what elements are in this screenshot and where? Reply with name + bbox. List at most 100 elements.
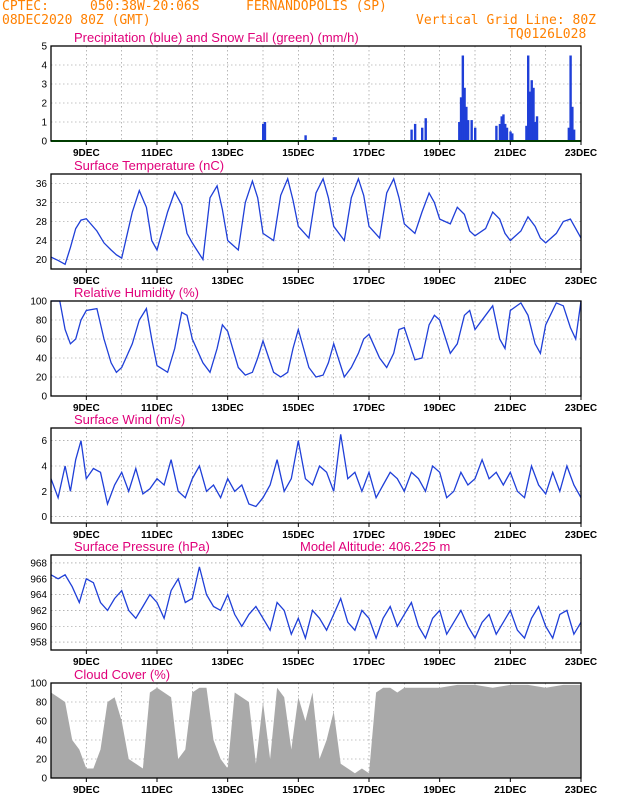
x-tick-label: 9DEC	[73, 276, 100, 287]
precip-bar	[528, 91, 532, 141]
y-tick-label: 962	[30, 606, 47, 617]
x-tick-label: 15DEC	[282, 148, 314, 159]
panel-frame	[50, 173, 582, 270]
precip-bar	[502, 114, 505, 141]
y-tick-label: 100	[30, 297, 47, 308]
y-tick-label: 60	[36, 717, 48, 728]
precip-bar	[530, 80, 533, 141]
precip-bar	[334, 137, 337, 141]
x-tick-label: 23DEC	[565, 657, 597, 668]
precip-bar	[461, 55, 465, 141]
panel-6: Cloud Cover (%) 0 20 40 60 80 100 9DEC 11DEC 13DE…	[30, 667, 597, 796]
precip-bar	[527, 55, 530, 141]
panel-frame	[50, 300, 582, 397]
x-tick-label: 17DEC	[353, 657, 385, 668]
panel-frame	[50, 45, 582, 142]
y-tick-label: 100	[30, 679, 47, 690]
header-source: CPTEC:	[2, 0, 49, 14]
y-tick-label: 20	[36, 255, 48, 266]
x-tick-label: 13DEC	[212, 276, 244, 287]
x-tick-label: 11DEC	[141, 403, 173, 414]
precip-bar	[534, 122, 537, 141]
x-tick-label: 9DEC	[73, 403, 100, 414]
precip-bar	[504, 123, 507, 141]
y-tick-label: 40	[36, 354, 48, 365]
y-tick-label: 966	[30, 574, 47, 585]
y-tick-label: 968	[30, 558, 47, 569]
precip-bar	[466, 120, 470, 141]
precip-bar	[532, 87, 535, 141]
y-tick-label: 1	[41, 118, 47, 129]
series-line	[50, 566, 582, 641]
x-tick-label: 21DEC	[494, 276, 526, 287]
precip-bar	[465, 106, 468, 141]
panel-title: Relative Humidity (%)	[74, 285, 199, 300]
x-tick-label: 19DEC	[424, 148, 456, 159]
x-tick-label: 9DEC	[73, 148, 100, 159]
x-tick-label: 21DEC	[494, 530, 526, 541]
y-tick-label: 24	[36, 236, 48, 247]
y-tick-label: 40	[36, 736, 48, 747]
x-tick-label: 9DEC	[73, 785, 100, 796]
header-location: FERNANDOPOLIS (SP)	[246, 0, 387, 14]
x-tick-label: 11DEC	[141, 276, 173, 287]
precip-bar	[304, 135, 307, 141]
x-tick-label: 13DEC	[212, 403, 244, 414]
x-tick-label: 21DEC	[494, 785, 526, 796]
x-tick-label: 23DEC	[565, 276, 597, 287]
model-altitude: Model Altitude: 406.225 m	[300, 539, 450, 554]
y-tick-label: 80	[36, 698, 48, 709]
series-line	[51, 300, 582, 379]
x-tick-label: 21DEC	[494, 403, 526, 414]
precip-bar	[463, 87, 466, 141]
series-line	[50, 434, 582, 508]
x-tick-label: 17DEC	[353, 785, 385, 796]
panel-3: Relative Humidity (%) 0 20 40 60 80 100 9DEC 11D…	[30, 285, 597, 414]
x-tick-label: 21DEC	[494, 657, 526, 668]
x-tick-label: 13DEC	[212, 148, 244, 159]
x-tick-label: 17DEC	[353, 403, 385, 414]
series-line	[50, 176, 582, 266]
panel-5: Surface Pressure (hPa) Model Altitude: 40…	[30, 539, 597, 668]
precip-bar	[535, 116, 539, 141]
x-tick-label: 19DEC	[424, 276, 456, 287]
precip-bar	[500, 116, 503, 141]
x-tick-label: 23DEC	[565, 785, 597, 796]
precip-bar	[458, 122, 461, 141]
precip-bar	[413, 123, 417, 141]
y-tick-label: 5	[41, 42, 47, 53]
y-tick-label: 964	[30, 590, 47, 601]
y-tick-label: 2	[41, 99, 47, 110]
header-model: TQ0126L028	[508, 27, 587, 42]
precip-bar	[511, 133, 514, 141]
x-tick-label: 11DEC	[141, 657, 173, 668]
precip-bar	[474, 127, 477, 141]
panel-title: Cloud Cover (%)	[74, 667, 170, 682]
cloud-area	[51, 684, 581, 778]
precip-bar	[424, 118, 427, 141]
precip-bar	[505, 127, 509, 141]
x-tick-label: 9DEC	[73, 657, 100, 668]
y-tick-label: 32	[36, 198, 48, 209]
precip-bar	[421, 127, 424, 141]
precip-bar	[525, 125, 528, 141]
x-tick-label: 23DEC	[565, 148, 597, 159]
x-tick-label: 9DEC	[73, 530, 100, 541]
x-tick-label: 11DEC	[141, 785, 173, 796]
y-tick-label: 3	[41, 80, 47, 91]
y-tick-label: 20	[36, 373, 48, 384]
x-tick-label: 21DEC	[494, 148, 526, 159]
y-tick-label: 0	[41, 137, 47, 148]
y-tick-label: 4	[41, 61, 47, 72]
y-tick-label: 0	[41, 392, 47, 403]
panel-2: Surface Temperature (nC) 20 24 28 32 36 9DEC 11…	[36, 158, 597, 287]
x-tick-label: 13DEC	[212, 657, 244, 668]
x-tick-label: 15DEC	[282, 530, 314, 541]
y-tick-label: 28	[36, 217, 48, 228]
x-tick-label: 23DEC	[565, 530, 597, 541]
x-tick-label: 15DEC	[282, 785, 314, 796]
y-tick-label: 36	[36, 179, 48, 190]
y-tick-label: 0	[41, 774, 47, 785]
x-tick-label: 15DEC	[282, 276, 314, 287]
